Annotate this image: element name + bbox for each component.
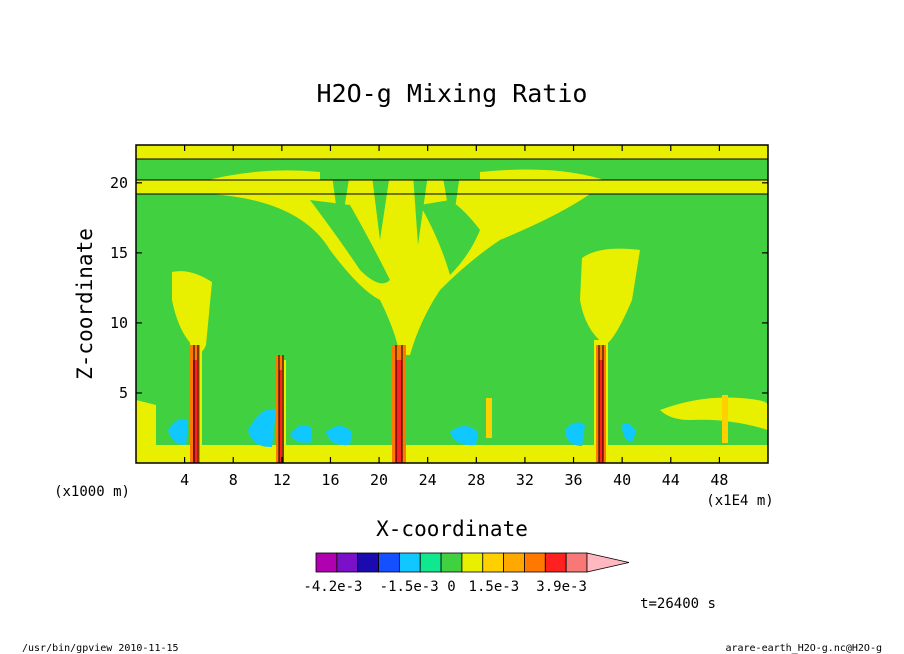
colorbar-label: -4.2e-3 <box>303 579 362 595</box>
plot-area <box>136 145 768 463</box>
colorbar-label: 3.9e-3 <box>536 579 587 595</box>
x-axis-label: X-coordinate <box>376 517 528 541</box>
chart-title: H2O-g Mixing Ratio <box>317 79 588 108</box>
x-tick-label: 16 <box>321 471 339 489</box>
colorbar-labels: -4.2e-3 -1.5e-3 0 1.5e-3 3.9e-3 <box>303 579 586 595</box>
colorbar <box>315 552 630 573</box>
y-axis-label: Z-coordinate <box>73 228 97 380</box>
plot-frame <box>135 144 769 464</box>
colorbar-swatch <box>461 552 484 573</box>
colorbar-swatch <box>419 552 442 573</box>
x-tick-label: 32 <box>516 471 534 489</box>
colorbar-arrow <box>586 552 630 573</box>
colorbar-swatch <box>524 552 546 573</box>
x-tick-label: 44 <box>662 471 680 489</box>
colorbar-swatch <box>503 552 525 573</box>
y-tick-label: 10 <box>110 314 128 332</box>
colorbar-swatch <box>565 552 588 573</box>
x-tick-label: 40 <box>613 471 631 489</box>
colorbar-swatch <box>440 552 463 573</box>
field-plume-4 <box>172 271 212 353</box>
x-tick-label: 28 <box>467 471 485 489</box>
x-tick-label: 48 <box>710 471 728 489</box>
x-unit-right: (x1E4 m) <box>706 493 773 509</box>
colorbar-swatch <box>336 552 359 573</box>
x-tick-label: 20 <box>370 471 388 489</box>
colorbar-swatch <box>482 552 505 573</box>
x-tick-label: 12 <box>273 471 291 489</box>
x-unit-left: (x1000 m) <box>54 484 130 500</box>
y-tick-label: 20 <box>110 174 128 192</box>
field-top-band <box>136 145 768 159</box>
colorbar-swatch <box>378 552 400 573</box>
footer-left: /usr/bin/gpview 2010-11-15 <box>22 643 179 654</box>
colorbar-swatch <box>315 552 338 573</box>
y-tick-label: 5 <box>119 384 128 402</box>
field-surface-band <box>136 445 768 463</box>
y-axis-ticks: 5 10 15 20 <box>110 174 768 402</box>
x-tick-label: 4 <box>180 471 189 489</box>
footer-right: arare-earth_H2O-g.nc@H2O-g <box>725 643 882 654</box>
x-tick-label: 36 <box>565 471 583 489</box>
colorbar-swatch <box>544 552 567 573</box>
time-label: t=26400 s <box>640 596 716 612</box>
colorbar-swatch <box>398 552 421 573</box>
field-central-plume <box>210 194 590 355</box>
x-tick-label: 24 <box>419 471 437 489</box>
x-tick-label: 8 <box>229 471 238 489</box>
colorbar-swatch <box>357 552 379 573</box>
x-axis-ticks: 4 8 12 16 20 24 28 32 36 40 44 48 <box>180 145 728 489</box>
colorbar-label: 1.5e-3 <box>469 579 520 595</box>
colorbar-label: -1.5e-3 <box>380 579 439 595</box>
colorbar-label: 0 <box>447 579 455 595</box>
y-tick-label: 15 <box>110 244 128 262</box>
field-plume-37 <box>580 248 640 345</box>
